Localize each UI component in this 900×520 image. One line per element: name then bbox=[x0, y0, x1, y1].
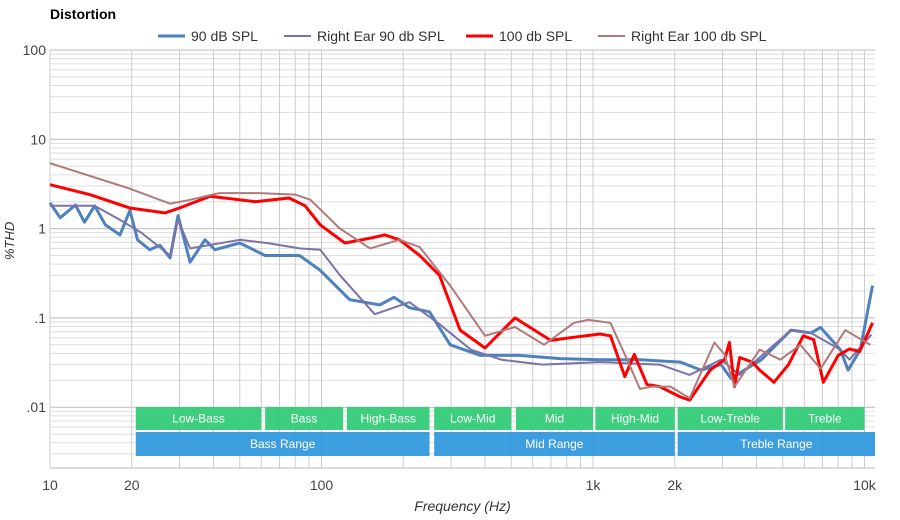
y-axis-label: %THD bbox=[2, 221, 17, 260]
series-line bbox=[49, 162, 871, 400]
band bbox=[346, 407, 430, 430]
band bbox=[785, 407, 865, 430]
legend-label: Right Ear 100 db SPL bbox=[631, 28, 767, 44]
chart-title: Distortion bbox=[50, 6, 117, 22]
x-axis-label: Frequency (Hz) bbox=[414, 498, 511, 514]
band-label: Bass bbox=[291, 412, 318, 426]
x-tick-label: 1k bbox=[586, 477, 602, 493]
band bbox=[135, 407, 262, 430]
y-tick-label: .01 bbox=[27, 399, 47, 415]
band-label: High-Mid bbox=[611, 412, 659, 426]
legend-label: 90 dB SPL bbox=[191, 28, 258, 44]
series-line bbox=[48, 202, 874, 380]
range bbox=[434, 432, 675, 456]
band bbox=[677, 407, 783, 430]
range bbox=[677, 432, 875, 456]
band-label: Low-Bass bbox=[172, 412, 225, 426]
legend-label: Right Ear 90 db SPL bbox=[317, 28, 445, 44]
band-label: Low-Mid bbox=[450, 412, 495, 426]
band-label: High-Bass bbox=[361, 412, 416, 426]
range-label: Mid Range bbox=[525, 437, 583, 451]
range bbox=[135, 432, 430, 456]
x-tick-label: 10k bbox=[853, 477, 877, 493]
x-tick-label: 10 bbox=[42, 477, 58, 493]
legend-label: 100 db SPL bbox=[499, 28, 572, 44]
x-tick-label: 20 bbox=[124, 477, 140, 493]
band bbox=[515, 407, 593, 430]
range-label: Bass Range bbox=[250, 437, 316, 451]
band-label: Low-Treble bbox=[700, 412, 760, 426]
x-tick-label: 2k bbox=[667, 477, 683, 493]
band-label: Treble bbox=[808, 412, 842, 426]
series-line bbox=[49, 183, 874, 402]
y-tick-label: 1 bbox=[38, 221, 46, 237]
range-label: Treble Range bbox=[740, 437, 813, 451]
band bbox=[265, 407, 343, 430]
x-tick-label: 100 bbox=[310, 477, 334, 493]
y-tick-label: .1 bbox=[34, 310, 46, 326]
band bbox=[434, 407, 512, 430]
y-tick-label: 10 bbox=[30, 131, 46, 147]
band-label: Mid bbox=[545, 412, 564, 426]
band bbox=[595, 407, 675, 430]
y-tick-label: 100 bbox=[23, 42, 47, 58]
